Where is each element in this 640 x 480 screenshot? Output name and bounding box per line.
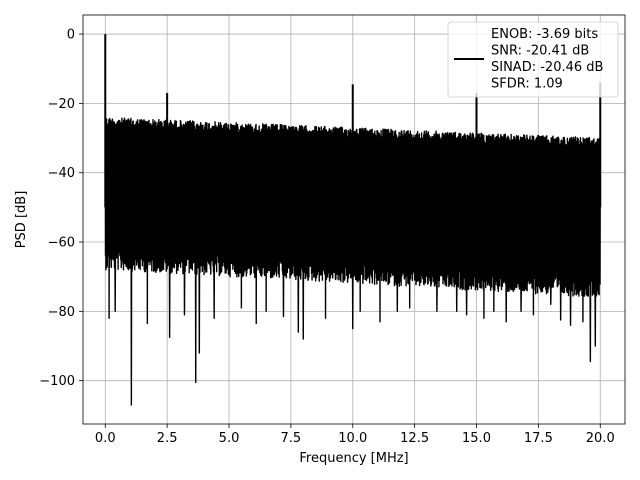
y-tick-label: 0 bbox=[67, 28, 75, 43]
y-tick-label: −100 bbox=[39, 374, 75, 389]
y-tick-label: −80 bbox=[48, 305, 75, 320]
x-tick-label: 2.5 bbox=[157, 431, 178, 446]
y-axis-ticks: 0 −20 −40 −60 −80 −100 bbox=[39, 28, 83, 389]
x-axis-label: Frequency [MHz] bbox=[299, 451, 408, 466]
psd-noise-trace bbox=[104, 117, 601, 406]
x-tick-label: 10.0 bbox=[338, 431, 367, 446]
x-tick-label: 0.0 bbox=[95, 431, 116, 446]
plot-area-frame bbox=[82, 14, 626, 425]
y-tick-label: −20 bbox=[48, 97, 75, 112]
legend-box bbox=[447, 21, 619, 98]
x-tick-label: 20.0 bbox=[586, 431, 615, 446]
x-tick-label: 15.0 bbox=[462, 431, 491, 446]
legend-label: ENOB: -3.69 bits SNR: -20.41 dB SINAD: -20… bbox=[491, 27, 603, 92]
x-tick-label: 17.5 bbox=[524, 431, 553, 446]
x-axis-ticks: 0.0 2.5 5.0 7.5 10.0 12.5 15.0 17.5 20.0 bbox=[95, 424, 615, 446]
legend: ENOB: -3.69 bits SNR: -20.41 dB SINAD: -20… bbox=[447, 21, 619, 98]
x-tick-label: 5.0 bbox=[219, 431, 240, 446]
x-tick-label: 7.5 bbox=[281, 431, 302, 446]
y-tick-label: −40 bbox=[48, 166, 75, 181]
psd-series-line bbox=[104, 34, 602, 406]
x-tick-label: 12.5 bbox=[400, 431, 429, 446]
y-axis-label: PSD [dB] bbox=[14, 191, 29, 249]
y-tick-label: −60 bbox=[48, 236, 75, 251]
